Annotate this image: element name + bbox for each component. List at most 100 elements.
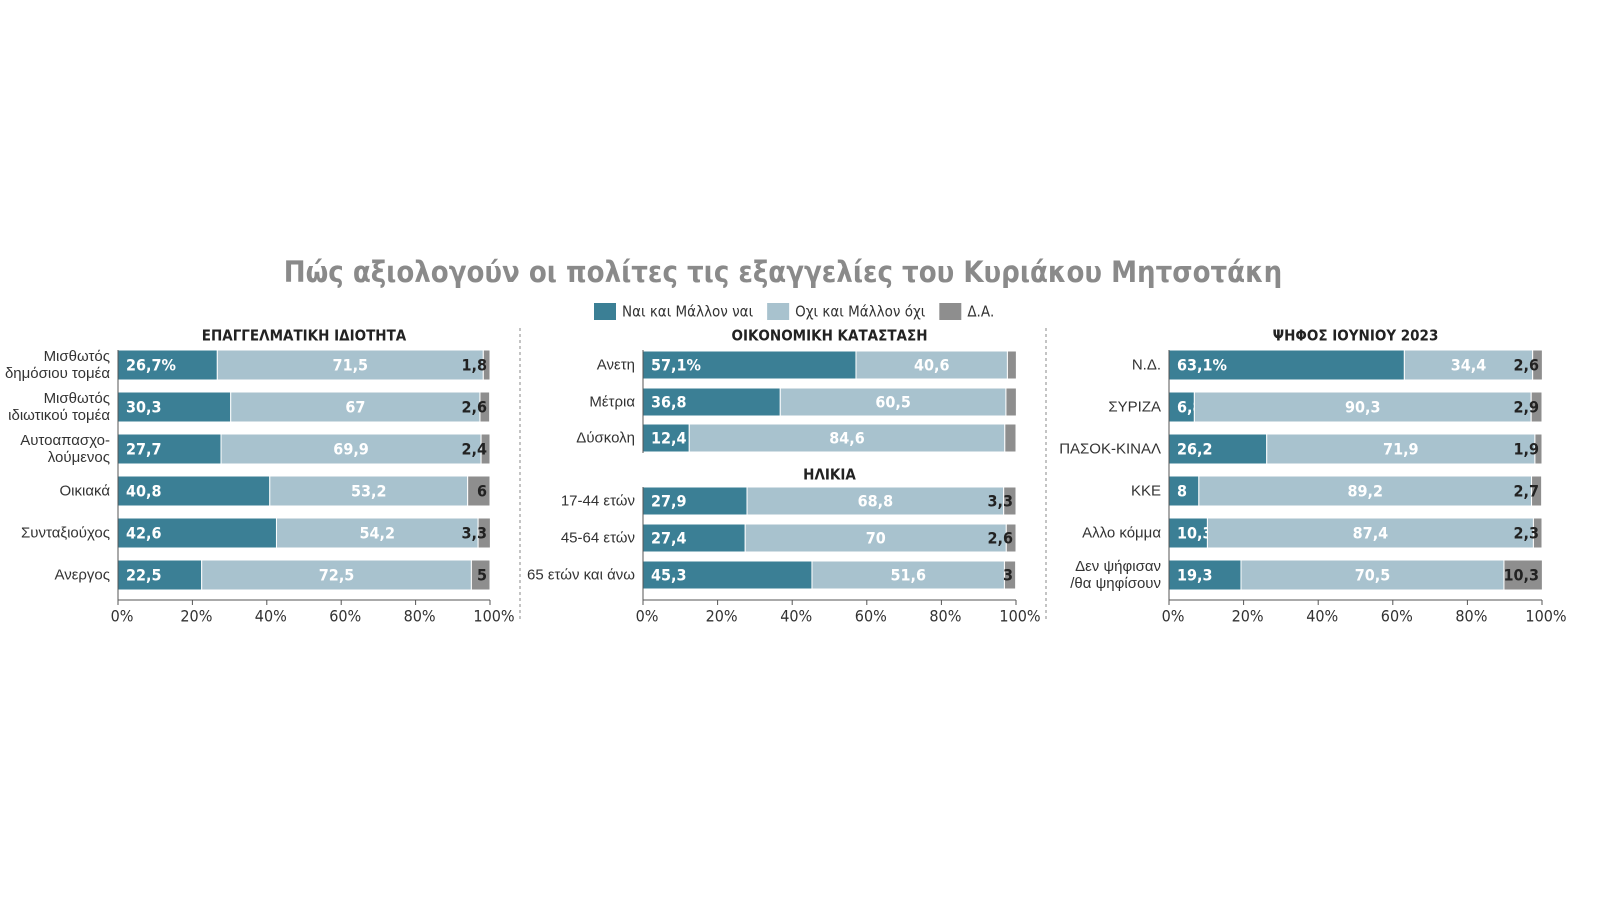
bar-segment (1531, 475, 1543, 507)
value-label: 30,3 (126, 398, 162, 417)
bar-segment (1006, 350, 1017, 380)
category-label: Ανεργος (54, 566, 110, 584)
bar-segment (1532, 517, 1543, 549)
bar-segment (201, 559, 472, 591)
bar-segment (1168, 517, 1208, 549)
x-tick-label: 100% (1525, 607, 1566, 626)
bar-segment (479, 391, 491, 423)
legend-label: Ναι και Μάλλον ναι (622, 303, 754, 321)
value-label: 2,3 (1514, 524, 1540, 543)
value-label: 67 (345, 398, 365, 417)
legend-swatch (939, 303, 962, 320)
bar-segment (482, 349, 491, 381)
value-label: 51,6 (890, 566, 926, 585)
bar-segment (275, 517, 479, 549)
x-tick-label: 40% (1306, 607, 1338, 626)
x-tick-label: 80% (404, 607, 436, 626)
category-label: ΣΥΡΙΖΑ (1108, 398, 1161, 416)
category-label: ΚΚΕ (1130, 482, 1161, 500)
bar-segment (811, 560, 1005, 590)
bar-segment (480, 433, 491, 465)
value-label: 63,1% (1177, 356, 1227, 375)
value-label: 2,6 (462, 398, 488, 417)
x-tick-label: 20% (1232, 607, 1264, 626)
bar-segment (117, 349, 218, 381)
bar-segment (1003, 560, 1017, 590)
value-label: 5 (477, 566, 487, 585)
value-label: 27,9 (651, 492, 687, 511)
value-label: 27,4 (651, 529, 687, 548)
bar-segment (855, 350, 1008, 380)
value-label: 6 (477, 482, 487, 501)
legend-label: Οχι και Μάλλον όχι (795, 303, 926, 321)
value-label: 54,2 (360, 524, 396, 543)
panel-title: ΟΙΚΟΝΟΜΙΚΗ ΚΑΤΑΣΤΑΣΗ (731, 327, 927, 345)
value-label: 36,8 (651, 393, 687, 412)
x-tick-label: 60% (1381, 607, 1413, 626)
category-label: Οικιακά (59, 482, 111, 500)
value-label: 70,5 (1355, 566, 1391, 585)
bar-segment (220, 433, 482, 465)
value-label: 2,6 (1514, 356, 1540, 375)
bar-segment (1198, 475, 1533, 507)
value-label: 27,7 (126, 440, 162, 459)
category-label: Μισθωτός ιδιωτικού τομέα (8, 390, 110, 424)
value-label: 45,3 (651, 566, 687, 585)
value-label: 1,9 (1514, 440, 1540, 459)
x-tick-label: 60% (329, 607, 361, 626)
value-label: 12,4 (651, 429, 687, 448)
category-label: Ανετη (596, 356, 635, 374)
bar-segment (1193, 391, 1532, 423)
bar-segment (642, 523, 746, 553)
value-label: 22,5 (126, 566, 162, 585)
value-label: 72,5 (319, 566, 355, 585)
legend-swatch (767, 303, 790, 320)
bar-segment (1266, 433, 1536, 465)
value-label: 10,3 (1503, 566, 1539, 585)
value-label: 40,8 (126, 482, 162, 501)
bar-segment (744, 523, 1007, 553)
value-label: 84,6 (829, 429, 865, 448)
bar-segment (642, 560, 813, 590)
value-label: 3,3 (988, 492, 1014, 511)
bar-segment (1004, 423, 1017, 453)
category-label: Αυτοαπασχο- λούμενος (20, 432, 110, 466)
bar-segment (642, 350, 857, 380)
category-label: Δύσκολη (576, 429, 635, 447)
bar-segment (1005, 387, 1017, 417)
bar-segment (1168, 475, 1200, 507)
x-tick-label: 0% (111, 607, 134, 626)
x-tick-label: 100% (999, 607, 1040, 626)
bar-segment (1005, 523, 1017, 553)
bar-segment (117, 559, 203, 591)
bar-segment (1534, 433, 1543, 465)
value-label: 53,2 (351, 482, 387, 501)
bar-segment (1530, 391, 1543, 423)
panel-title: ΨΗΦΟΣ ΙΟΥΝΙΟΥ 2023 (1273, 327, 1439, 345)
value-label: 71,5 (333, 356, 369, 375)
bar-segment (477, 517, 491, 549)
legend-swatch (594, 303, 616, 320)
bar-segment (230, 391, 481, 423)
value-label: 70 (866, 529, 886, 548)
value-label: 68,8 (858, 492, 894, 511)
x-tick-label: 100% (473, 607, 514, 626)
value-label: 34,4 (1451, 356, 1487, 375)
value-label: 40,6 (914, 356, 950, 375)
value-label: 71,9 (1383, 440, 1419, 459)
x-tick-label: 20% (706, 607, 738, 626)
bar-segment (470, 559, 491, 591)
value-label: 26,7% (126, 356, 176, 375)
value-label: 8 (1177, 482, 1187, 501)
value-label: 2,4 (462, 440, 488, 459)
value-label: 89,2 (1347, 482, 1383, 501)
category-label: Ν.Δ. (1131, 356, 1161, 374)
value-label: 2,7 (1514, 482, 1540, 501)
legend-label: Δ.Α. (967, 303, 994, 321)
bar-segment (642, 486, 748, 516)
bar-segment (216, 349, 484, 381)
x-tick-label: 0% (1162, 607, 1185, 626)
value-label: 10,3 (1177, 524, 1213, 543)
